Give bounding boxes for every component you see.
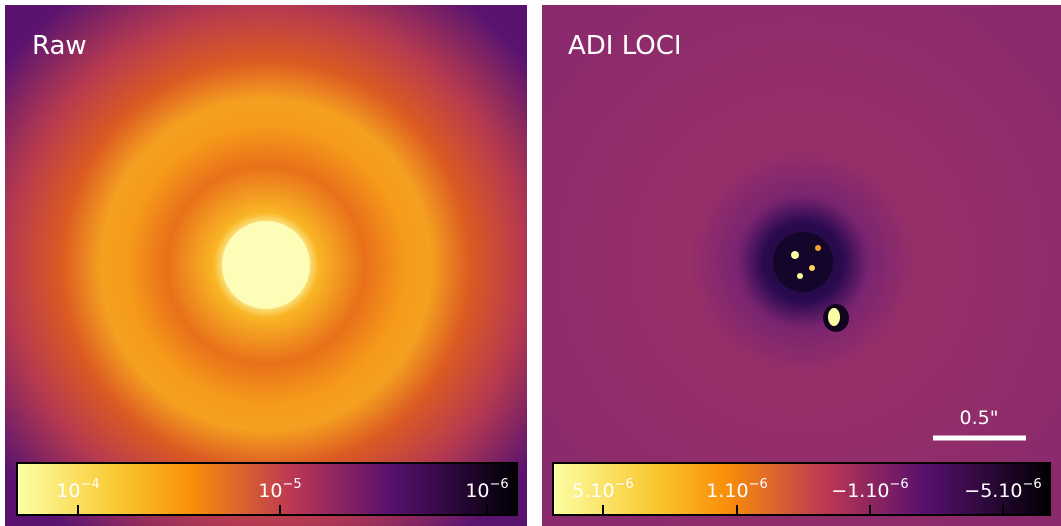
tick-exponent: −6 <box>890 477 909 492</box>
figure: Raw 10−410−510−6 ADI LOCI 0.5" 5.10−61.1… <box>0 0 1061 526</box>
tick-base: −5.10 <box>964 480 1022 502</box>
panel-title: Raw <box>32 31 87 61</box>
tick-base: 5.10 <box>572 480 614 502</box>
speckle <box>797 273 803 279</box>
tick-exponent: −6 <box>615 477 634 492</box>
speckle <box>791 251 799 259</box>
speckle <box>815 245 821 251</box>
tick-base: 10 <box>465 480 489 502</box>
tick-base: 1.10 <box>706 480 748 502</box>
tick-base: 10 <box>56 480 80 502</box>
tick-exponent: −6 <box>1023 477 1042 492</box>
tick-exponent: −5 <box>283 477 302 492</box>
star-core <box>222 221 310 309</box>
speckle <box>809 265 815 271</box>
scale-bar-label: 0.5" <box>960 407 999 429</box>
tick-exponent: −6 <box>490 477 509 492</box>
tick-exponent: −6 <box>749 477 768 492</box>
companion-core <box>828 308 840 326</box>
tick-exponent: −4 <box>81 477 100 492</box>
panel-title: ADI LOCI <box>568 31 682 61</box>
tick-base: −1.10 <box>831 480 889 502</box>
tick-base: 10 <box>258 480 282 502</box>
residual-core <box>773 232 833 292</box>
